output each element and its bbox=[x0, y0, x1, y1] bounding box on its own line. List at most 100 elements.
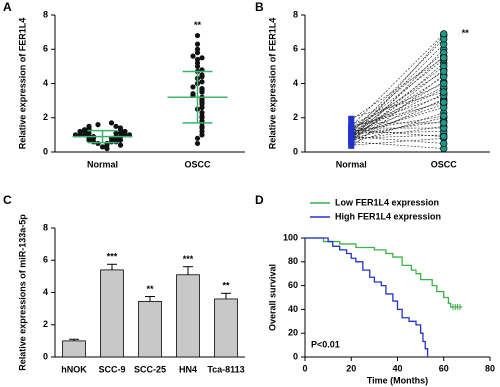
data-dot bbox=[122, 128, 128, 135]
x-tick-label: HN4 bbox=[179, 364, 197, 374]
data-dot bbox=[113, 123, 119, 129]
panel-label: A bbox=[3, 0, 12, 14]
pair-line bbox=[351, 57, 444, 120]
data-dot bbox=[77, 128, 83, 135]
y-tick-label: 4 bbox=[43, 78, 48, 88]
significance: ** bbox=[222, 281, 230, 291]
pair-line bbox=[351, 115, 444, 132]
pair-line bbox=[351, 129, 444, 137]
y-tick-label: 8 bbox=[43, 222, 48, 232]
x-tick-label: Tca-8113 bbox=[207, 364, 244, 374]
pair-line bbox=[351, 141, 444, 149]
significance: ** bbox=[146, 284, 154, 294]
y-tick-label: 40 bbox=[288, 304, 298, 314]
pair-line bbox=[351, 66, 444, 136]
data-dot bbox=[190, 53, 196, 59]
pair-line bbox=[351, 86, 444, 132]
pair-line bbox=[351, 52, 444, 130]
x-tick-label: OSCC bbox=[431, 159, 458, 169]
bar bbox=[100, 269, 124, 358]
data-dot bbox=[99, 144, 106, 150]
pair-line bbox=[351, 112, 444, 144]
x-tick-label: SCC-25 bbox=[134, 364, 166, 374]
x-tick-label: 60 bbox=[439, 363, 449, 373]
data-dot bbox=[95, 140, 101, 147]
data-dot bbox=[104, 140, 110, 147]
significance: ** bbox=[462, 28, 470, 38]
data-dot bbox=[194, 56, 201, 63]
legend-label: Low FER1L4 expression bbox=[335, 197, 439, 207]
bar bbox=[62, 340, 86, 358]
y-tick-label: 0 bbox=[293, 146, 298, 156]
x-tick-label: 80 bbox=[485, 363, 495, 373]
data-dot bbox=[199, 79, 205, 85]
pair-line bbox=[351, 136, 444, 144]
y-axis-label: Overall survival bbox=[267, 264, 277, 331]
oscc-point bbox=[440, 132, 448, 141]
data-dot bbox=[95, 122, 101, 128]
y-tick-label: 2 bbox=[43, 112, 48, 122]
y-tick-label: 80 bbox=[288, 256, 298, 266]
pair-line bbox=[351, 102, 444, 127]
x-tick-label: Normal bbox=[87, 159, 118, 169]
pair-line bbox=[351, 35, 444, 141]
y-tick-label: 8 bbox=[293, 9, 298, 19]
data-dot bbox=[194, 140, 201, 147]
y-tick-label: 4 bbox=[43, 287, 48, 297]
oscc-point bbox=[440, 67, 448, 76]
pair-line bbox=[351, 81, 444, 137]
y-axis-label: Relative expressions of miR-133a-5p bbox=[17, 214, 27, 371]
x-tick-label: SCC-9 bbox=[98, 364, 125, 374]
oscc-point bbox=[440, 98, 448, 106]
pair-line bbox=[351, 38, 444, 134]
data-dot bbox=[113, 130, 119, 136]
data-dot bbox=[104, 145, 110, 152]
y-tick-label: 0 bbox=[293, 351, 298, 361]
legend-label: High FER1L4 expression bbox=[335, 211, 441, 221]
pair-line bbox=[351, 71, 444, 130]
y-tick-label: 2 bbox=[293, 112, 298, 122]
pair-line bbox=[351, 62, 444, 142]
y-axis-label: Relative expression of FER1L4 bbox=[267, 18, 277, 150]
data-dot bbox=[108, 120, 115, 126]
annotation: P<0.01 bbox=[311, 339, 340, 349]
oscc-point bbox=[440, 79, 448, 88]
pair-line bbox=[351, 100, 444, 134]
data-dot bbox=[199, 55, 205, 61]
oscc-point bbox=[440, 88, 448, 96]
data-dot bbox=[117, 125, 124, 131]
x-tick-label: OSCC bbox=[184, 159, 211, 169]
pair-line bbox=[351, 131, 444, 134]
panel-label: D bbox=[255, 193, 264, 207]
bar bbox=[176, 274, 200, 358]
bar bbox=[214, 298, 238, 358]
pair-line bbox=[351, 91, 444, 119]
y-tick-label: 6 bbox=[43, 44, 48, 54]
significance: ** bbox=[194, 20, 202, 30]
y-tick-label: 6 bbox=[43, 255, 48, 265]
oscc-point bbox=[440, 112, 448, 120]
panel-label: C bbox=[3, 193, 12, 207]
data-dot bbox=[86, 123, 92, 129]
x-tick-label: 0 bbox=[302, 363, 307, 373]
pair-line bbox=[351, 83, 444, 125]
normal-point bbox=[348, 115, 355, 120]
x-tick-label: hNOK bbox=[61, 364, 87, 374]
significance: *** bbox=[183, 254, 194, 264]
data-dot bbox=[194, 41, 201, 47]
oscc-point bbox=[440, 54, 448, 62]
x-tick-label: 40 bbox=[392, 363, 402, 373]
panel-label: B bbox=[255, 0, 264, 14]
oscc-point bbox=[440, 139, 448, 148]
pair-line bbox=[351, 55, 444, 139]
y-tick-label: 2 bbox=[43, 319, 48, 329]
y-tick-label: 4 bbox=[293, 78, 298, 88]
x-axis-label: Time (Months) bbox=[367, 375, 428, 385]
data-dot bbox=[199, 110, 205, 116]
y-tick-label: 20 bbox=[288, 328, 298, 338]
y-tick-label: 0 bbox=[43, 351, 48, 361]
y-tick-label: 8 bbox=[43, 9, 48, 19]
pair-line bbox=[351, 138, 444, 146]
pair-line bbox=[351, 95, 444, 129]
oscc-point bbox=[440, 119, 448, 127]
